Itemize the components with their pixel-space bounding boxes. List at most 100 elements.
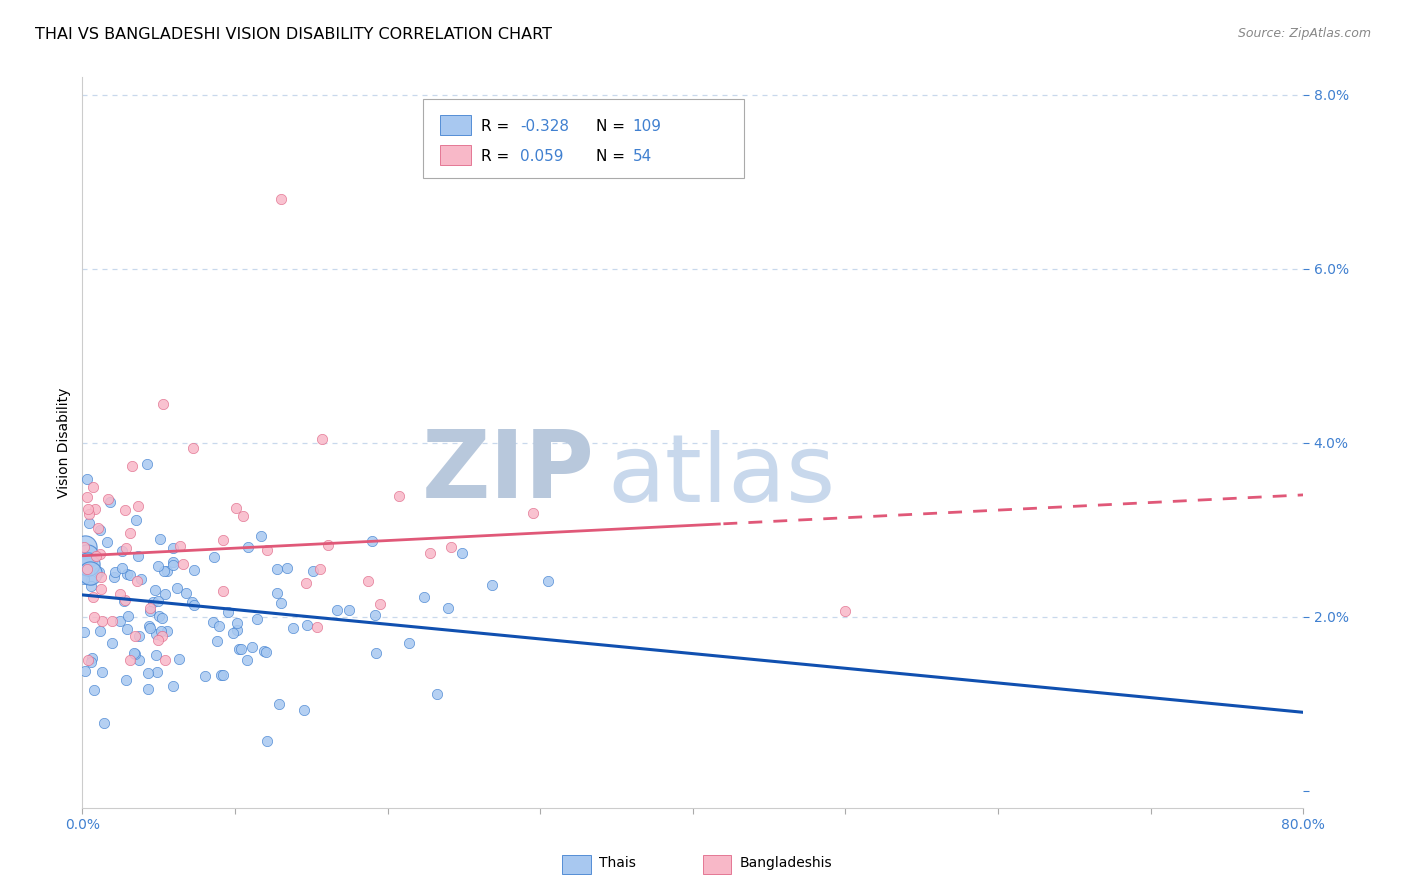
Point (281, 621, 304, 635)
Point (114, 593, 136, 607)
Point (256, 543, 278, 558)
Point (89, 624, 111, 639)
Point (364, 607, 387, 622)
Point (152, 397, 174, 411)
Point (146, 559, 169, 574)
Point (82, 590, 104, 604)
Point (522, 506, 544, 520)
Point (73, 625, 96, 640)
Point (79, 573, 101, 587)
Point (295, 617, 318, 632)
Point (231, 641, 253, 656)
Point (76, 653, 98, 667)
Point (253, 644, 276, 658)
Point (143, 582, 166, 597)
Point (75, 664, 97, 678)
Point (73, 573, 96, 587)
Point (104, 565, 127, 579)
Point (93, 716, 115, 731)
Point (101, 615, 124, 629)
Point (87, 521, 110, 535)
Point (136, 681, 159, 696)
Point (266, 562, 288, 576)
Point (419, 546, 441, 560)
Point (153, 587, 176, 601)
Point (97, 491, 120, 506)
Point (250, 529, 273, 543)
Y-axis label: Vision Disability: Vision Disability (58, 387, 72, 498)
Text: -0.328: -0.328 (520, 119, 569, 134)
Point (162, 679, 184, 693)
Text: 109: 109 (633, 119, 662, 134)
Text: R =: R = (481, 149, 515, 164)
Point (75, 540, 97, 554)
Point (153, 653, 176, 667)
Text: THAI VS BANGLADESHI VISION DISABILITY CORRELATION CHART: THAI VS BANGLADESHI VISION DISABILITY CO… (35, 27, 553, 42)
Point (146, 665, 169, 679)
Point (124, 629, 146, 643)
Point (211, 668, 233, 682)
Point (115, 541, 138, 556)
Point (136, 665, 159, 680)
Point (76, 472, 98, 486)
Point (89, 547, 111, 561)
Point (181, 441, 204, 455)
Point (360, 533, 382, 548)
Point (142, 595, 165, 609)
Point (77, 507, 100, 521)
Point (236, 653, 259, 667)
Point (240, 640, 263, 654)
Point (246, 611, 269, 625)
Point (413, 590, 436, 604)
Point (76, 491, 98, 505)
Point (212, 584, 235, 599)
Point (232, 509, 254, 524)
Point (202, 615, 225, 629)
Point (148, 608, 170, 623)
Point (100, 635, 122, 649)
Point (162, 558, 184, 572)
Text: N =: N = (596, 119, 630, 134)
Point (122, 647, 145, 661)
Point (228, 641, 250, 656)
Point (156, 624, 179, 639)
Point (222, 625, 245, 640)
Point (537, 574, 560, 589)
Point (84, 502, 107, 516)
Point (209, 668, 232, 682)
Point (96, 535, 118, 549)
Point (139, 600, 162, 615)
Point (139, 621, 162, 635)
Text: R =: R = (481, 119, 515, 134)
Point (77, 516, 100, 530)
Point (202, 549, 225, 564)
Point (89, 523, 111, 537)
Point (225, 500, 247, 515)
Point (357, 574, 380, 588)
Point (136, 457, 159, 471)
Point (174, 586, 197, 600)
Point (834, 604, 856, 618)
Point (270, 192, 292, 206)
Point (166, 581, 188, 595)
Point (77, 558, 100, 572)
Point (129, 573, 152, 587)
Point (118, 525, 141, 540)
Point (76, 561, 98, 575)
Point (211, 533, 233, 547)
Point (156, 564, 179, 578)
Point (82, 480, 104, 494)
Point (294, 576, 316, 591)
Point (183, 598, 205, 612)
Point (80, 655, 103, 669)
Point (207, 634, 229, 648)
Point (183, 563, 205, 577)
Point (125, 513, 148, 527)
Text: atlas: atlas (607, 430, 835, 522)
Point (311, 432, 333, 446)
Point (194, 669, 217, 683)
Point (208, 619, 231, 633)
Point (83, 609, 105, 624)
Text: N =: N = (596, 149, 630, 164)
Text: Bangladeshis: Bangladeshis (740, 856, 832, 871)
